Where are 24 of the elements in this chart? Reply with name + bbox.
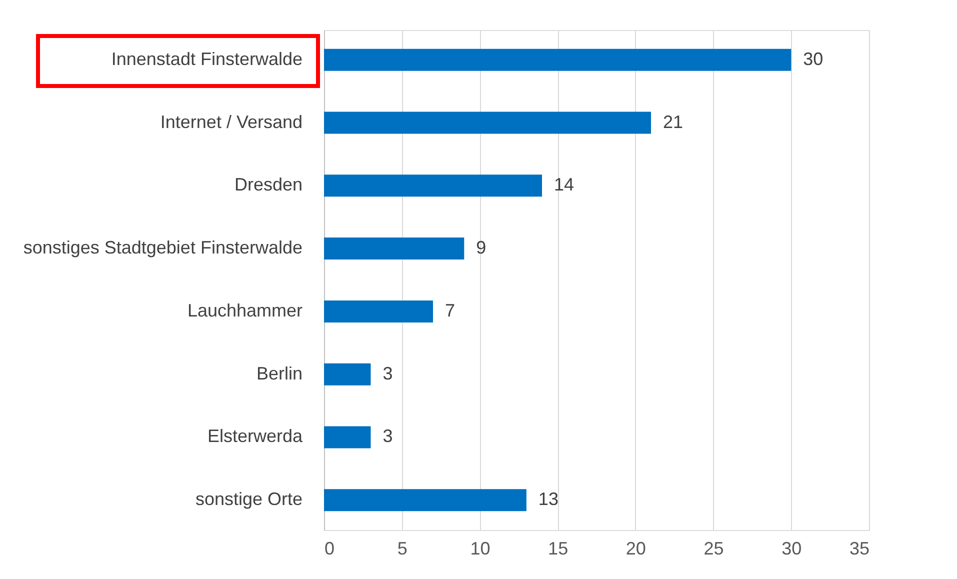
x-tick-label: 10 <box>470 538 490 558</box>
y-tick-label: Lauchhammer <box>187 300 302 320</box>
data-label: 30 <box>803 48 824 69</box>
x-tick-label: 5 <box>397 538 408 558</box>
y-tick-label: Innenstadt Finsterwalde <box>111 48 302 69</box>
data-label: 9 <box>476 238 486 258</box>
x-tick-label: 25 <box>704 538 724 558</box>
data-label: 3 <box>382 426 393 446</box>
y-tick-label: Elsterwerda <box>207 426 304 446</box>
y-tick-label: Internet / Versand <box>160 112 302 132</box>
x-tick-label: 30 <box>782 538 802 558</box>
y-tick-label: Berlin <box>256 363 302 384</box>
y-tick-label: sonstige Orte <box>195 489 302 510</box>
data-label: 13 <box>538 489 558 510</box>
data-label: 14 <box>554 174 574 195</box>
data-label: 7 <box>445 300 456 320</box>
y-tick-label: Dresden <box>234 174 302 195</box>
y-tick-label: sonstiges Stadtgebiet Finsterwalde <box>23 238 302 258</box>
x-tick-label: 15 <box>548 538 568 558</box>
data-label: 21 <box>663 112 684 132</box>
x-tick-label: 0 <box>324 538 335 558</box>
data-label: 3 <box>382 363 393 384</box>
x-tick-label: 35 <box>849 538 870 558</box>
x-tick-label: 20 <box>626 538 646 558</box>
